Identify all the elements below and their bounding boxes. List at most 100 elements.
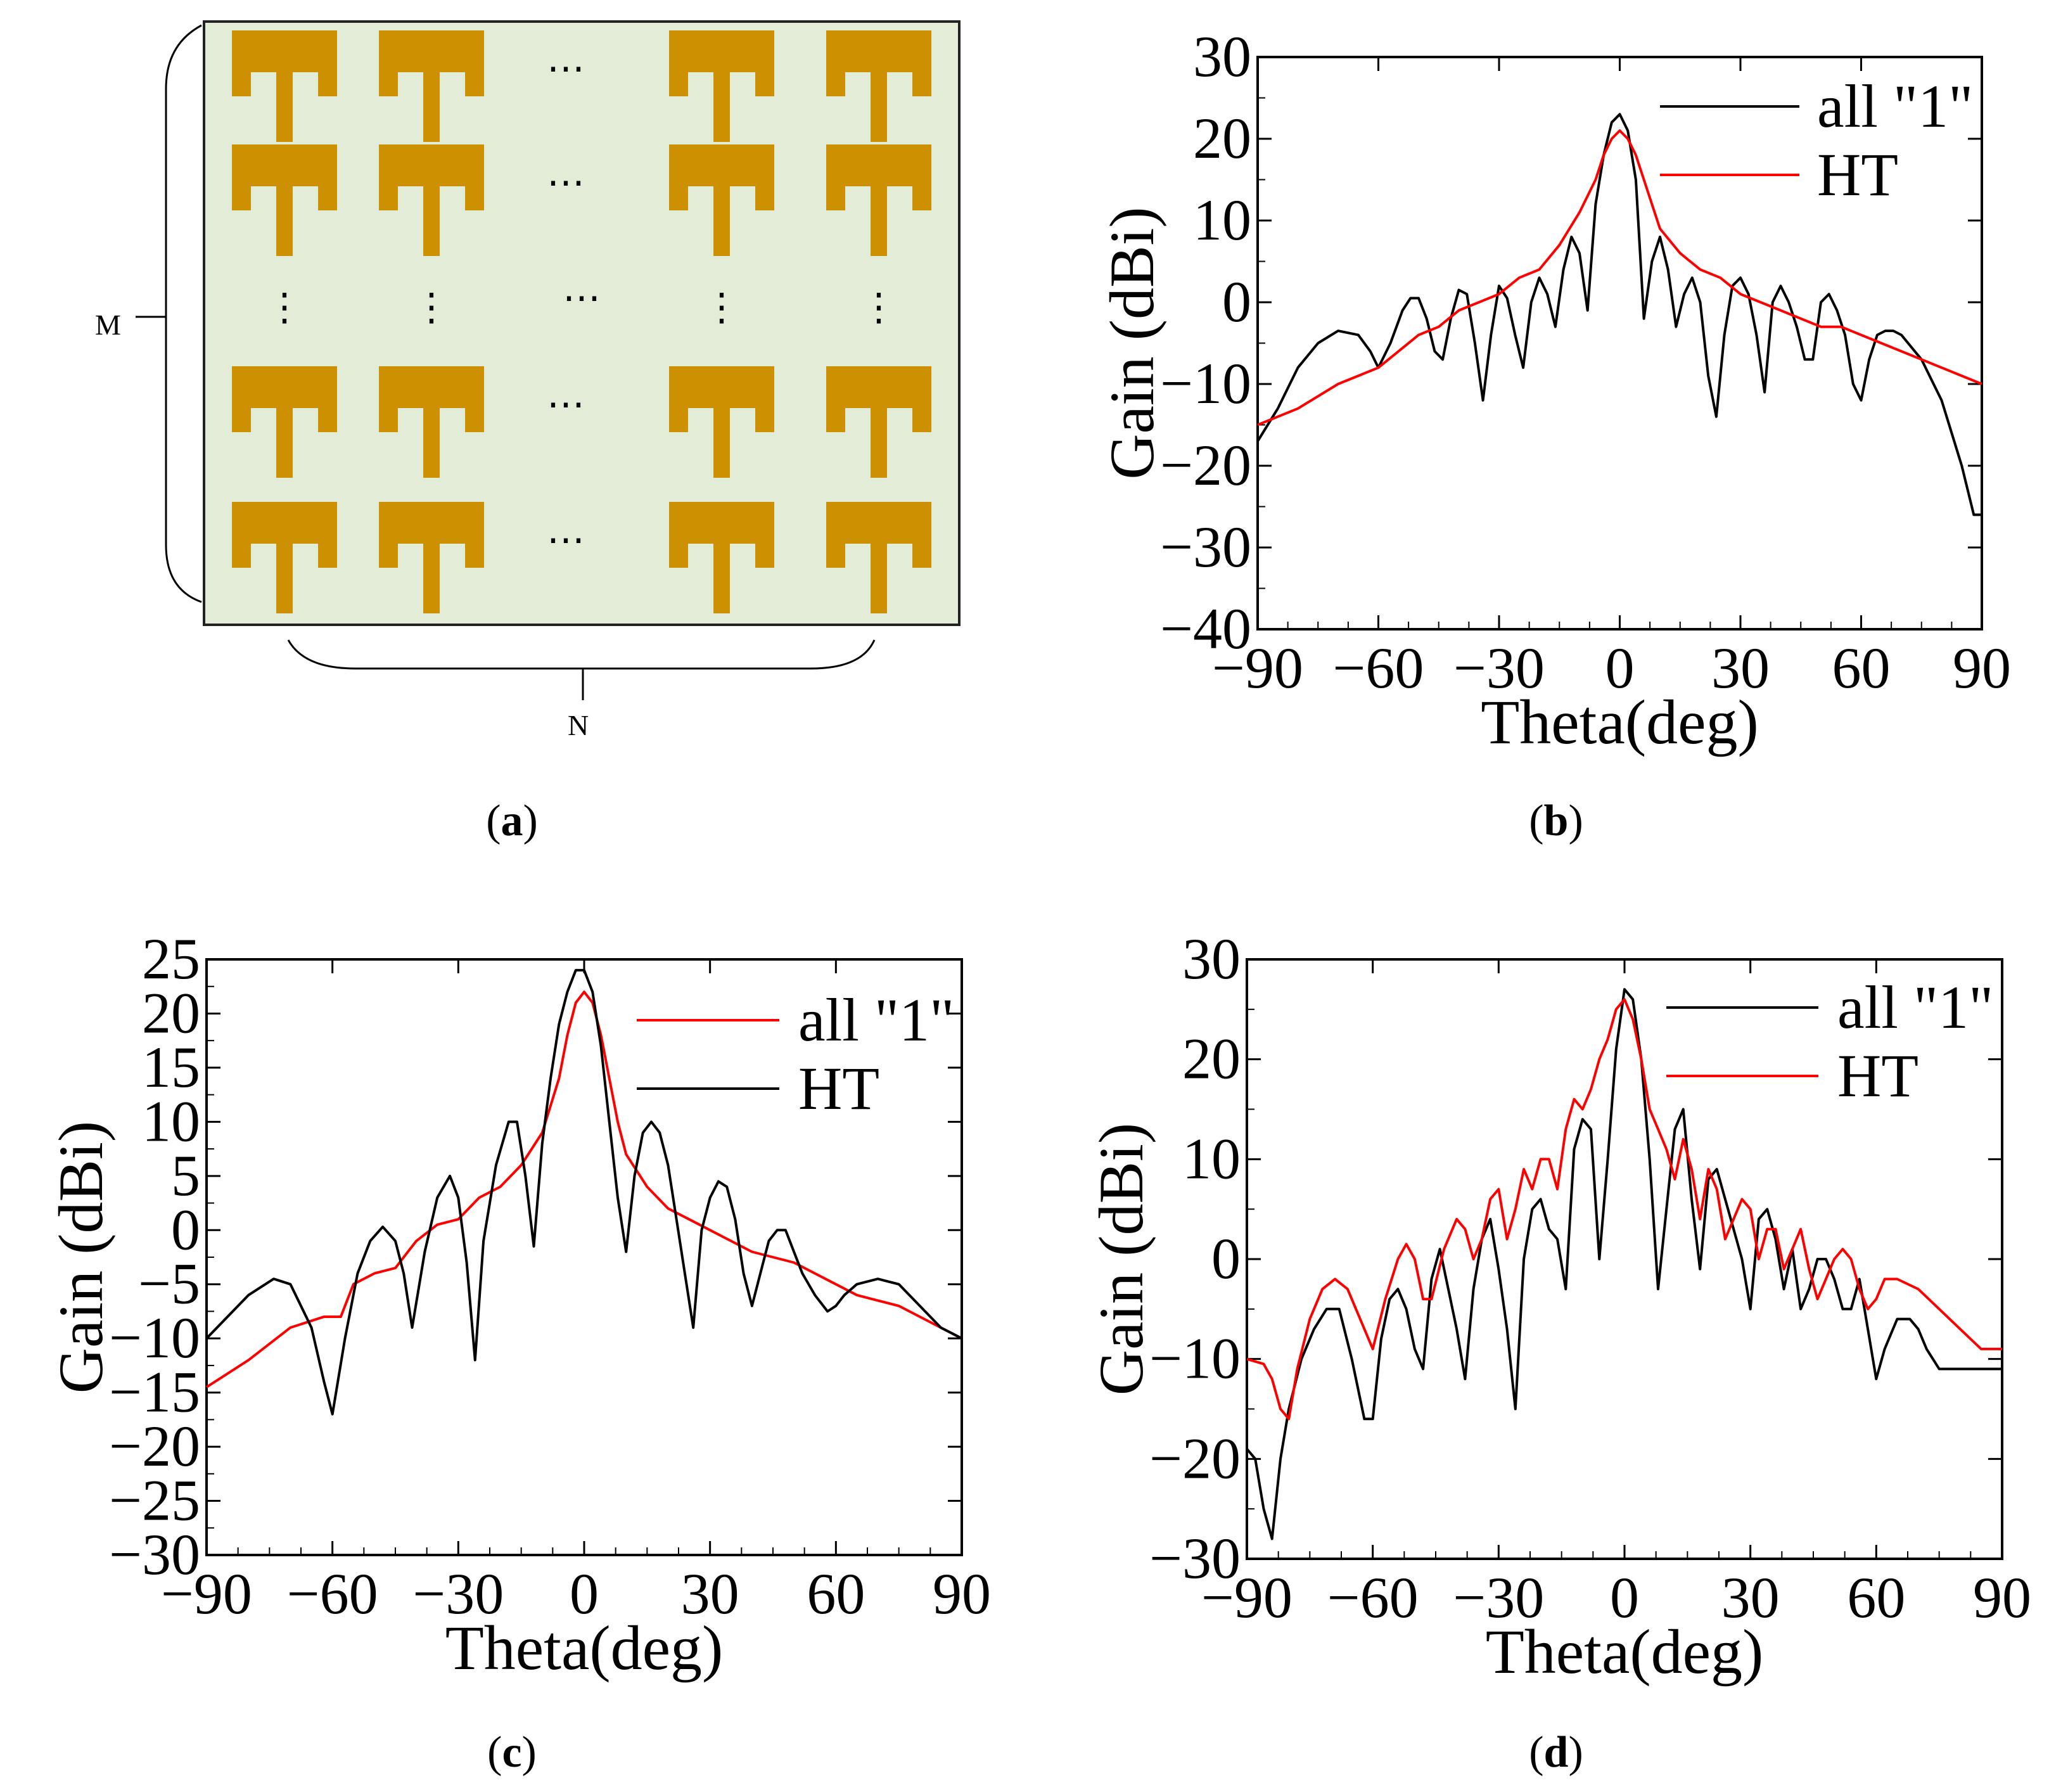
y-tick-label: −20 — [1160, 433, 1251, 497]
x-axis-title: Theta(deg) — [445, 1613, 724, 1683]
x-tick-label: 90 — [933, 1561, 991, 1626]
ellipsis-horizontal: ⋯ — [547, 383, 585, 425]
antenna-patch — [379, 366, 484, 478]
antenna-patch — [826, 366, 931, 478]
legend-label: all "1" — [1837, 973, 1993, 1041]
antenna-patch — [232, 366, 337, 478]
ellipsis-vertical: ⋮ — [412, 286, 450, 328]
antenna-patch — [669, 502, 774, 613]
x-tick-label: 60 — [807, 1561, 865, 1626]
x-tick-label: 90 — [1953, 636, 2011, 700]
patch-grid: ⋯ ⋯ ⋮ ⋮ ⋯ ⋮ ⋮ ⋯ ⋯ — [232, 30, 931, 613]
x-tick-label: −90 — [161, 1561, 252, 1626]
y-axis-title: Gain (dBi) — [1086, 1123, 1156, 1395]
legend-label: HT — [1817, 141, 1898, 208]
panel-label-a: (a) — [486, 797, 538, 845]
y-axis-title: Gain (dBi) — [46, 1121, 116, 1393]
legend-label: all "1" — [798, 986, 954, 1054]
ellipsis-horizontal: ⋯ — [547, 519, 585, 561]
y-tick-label: 30 — [1182, 926, 1241, 991]
y-tick-label: 25 — [142, 926, 200, 991]
gain-chart-b: −40 −30 −20 −10 0 10 20 30 −90 −60 −30 0 30 60 90 Theta… — [1097, 24, 2011, 757]
x-axis-title: Theta(deg) — [1481, 687, 1759, 757]
x-tick-label: −30 — [1453, 636, 1545, 700]
y-tick-label: −10 — [1160, 351, 1251, 416]
gain-chart-d: −30 −20 −10 0 10 20 30 −90 −60 −30 0 30 60 90 Theta(de… — [1086, 926, 2031, 1687]
legend-label: HT — [1837, 1042, 1918, 1110]
column-count-label: N — [568, 709, 589, 741]
y-tick-label: 10 — [1182, 1126, 1241, 1191]
ellipsis-horizontal: ⋯ — [563, 277, 601, 319]
y-tick-label: −20 — [1149, 1426, 1241, 1490]
y-tick-label: 10 — [1193, 188, 1251, 252]
x-tick-label: −30 — [412, 1561, 504, 1626]
ellipsis-vertical: ⋮ — [265, 286, 303, 328]
x-tick-label: 60 — [1832, 636, 1891, 700]
y-tick-label: −10 — [109, 1305, 200, 1370]
column-bracket — [287, 639, 876, 670]
ellipsis-horizontal: ⋯ — [547, 48, 585, 89]
y-tick-label: −30 — [1149, 1526, 1241, 1590]
x-tick-label: 60 — [1847, 1565, 1905, 1630]
y-tick-label: 5 — [171, 1143, 200, 1208]
y-axis-title: Gain (dBi) — [1097, 207, 1167, 479]
antenna-patch — [379, 502, 484, 613]
antenna-patch — [379, 30, 484, 142]
ellipsis-vertical: ⋮ — [703, 286, 741, 328]
antenna-patch — [669, 144, 774, 256]
row-count-label: M — [95, 309, 121, 341]
y-tick-label: 20 — [142, 980, 200, 1045]
y-tick-label: −30 — [1160, 515, 1251, 579]
series-line-black — [1256, 113, 1982, 516]
y-tick-label: 15 — [142, 1035, 200, 1099]
series-line-black — [1246, 988, 2002, 1540]
series-line-black — [205, 969, 962, 1416]
ellipsis-vertical: ⋮ — [860, 286, 898, 328]
x-tick-label: −60 — [1333, 636, 1424, 700]
y-tick-label: 0 — [171, 1197, 200, 1262]
antenna-patch — [826, 502, 931, 613]
legend-label: all "1" — [1817, 72, 1973, 140]
y-tick-label: 0 — [1211, 1226, 1241, 1291]
x-axis-title: Theta(deg) — [1486, 1616, 1764, 1687]
antenna-patch — [669, 30, 774, 142]
antenna-patch — [232, 144, 337, 256]
antenna-patch — [232, 502, 337, 613]
x-tick-label: −90 — [1201, 1565, 1293, 1630]
x-tick-label: 0 — [570, 1561, 599, 1626]
antenna-patch — [232, 30, 337, 142]
y-tick-label: −25 — [109, 1468, 200, 1533]
antenna-patch — [826, 30, 931, 142]
array-schematic-panel: ⋯ ⋯ ⋮ ⋮ ⋯ ⋮ ⋮ ⋯ ⋯ M N (a) — [95, 20, 961, 845]
y-tick-label: −30 — [109, 1522, 200, 1587]
panel-label-b: (b) — [1529, 797, 1583, 845]
x-tick-label: −60 — [1327, 1565, 1419, 1630]
series-line-red — [1246, 998, 2002, 1421]
antenna-patch — [379, 144, 484, 256]
antenna-patch — [669, 366, 774, 478]
x-tick-label: −60 — [287, 1561, 378, 1626]
y-tick-label: −40 — [1160, 596, 1251, 661]
x-tick-label: 30 — [681, 1561, 739, 1626]
y-tick-label: 20 — [1182, 1027, 1241, 1091]
x-tick-label: −30 — [1453, 1565, 1544, 1630]
y-tick-label: 10 — [142, 1089, 200, 1153]
antenna-patch — [826, 144, 931, 256]
row-bracket — [165, 24, 202, 603]
ellipsis-horizontal: ⋯ — [547, 162, 585, 203]
x-tick-label: −90 — [1212, 636, 1303, 700]
legend-label: HT — [798, 1054, 879, 1122]
x-tick-label: 90 — [1973, 1565, 2031, 1630]
y-tick-label: 20 — [1193, 106, 1251, 170]
panel-label-c: (c) — [487, 1728, 537, 1777]
y-tick-label: 0 — [1222, 269, 1251, 334]
y-tick-label: −5 — [138, 1251, 200, 1316]
x-tick-label: 30 — [1721, 1565, 1780, 1630]
x-tick-label: 0 — [1610, 1565, 1639, 1630]
panel-label-d: (d) — [1529, 1728, 1583, 1777]
x-tick-label: 0 — [1605, 636, 1635, 700]
series-line-red — [1257, 129, 1982, 426]
x-tick-label: 30 — [1711, 636, 1770, 700]
